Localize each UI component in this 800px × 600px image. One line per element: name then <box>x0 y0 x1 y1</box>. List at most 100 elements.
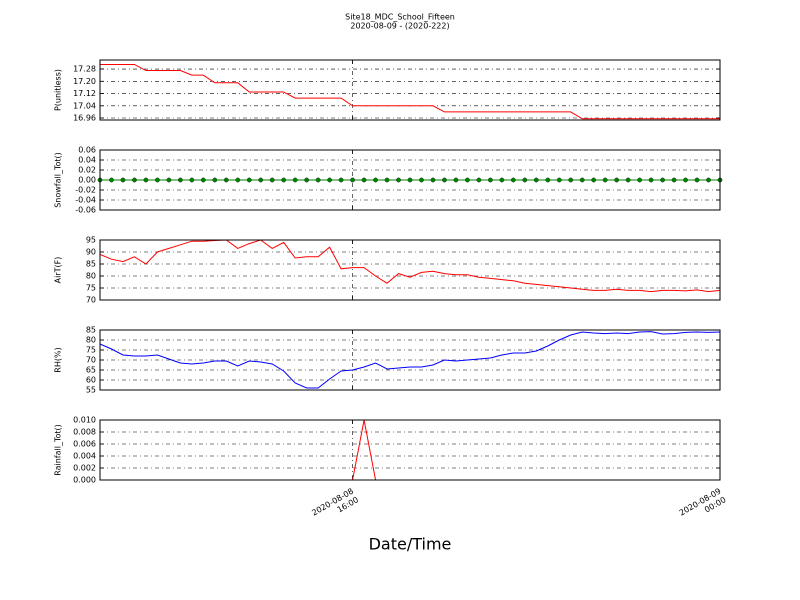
chart-title: Site18_MDC_School_Fifteen <box>345 13 455 22</box>
y-tick-label: 60 <box>86 376 96 385</box>
data-point <box>246 177 252 183</box>
plot-frame <box>99 419 721 481</box>
data-point <box>258 177 264 183</box>
y-tick-label: 65 <box>86 366 96 375</box>
data-line <box>100 63 720 120</box>
data-point <box>694 177 700 183</box>
y-axis-label: AirT(F) <box>54 257 63 284</box>
data-point <box>166 177 172 183</box>
chart-subtitle: 2020-08-09 - (2020-222) <box>350 22 449 31</box>
y-tick-label: -0.06 <box>75 206 96 215</box>
data-line <box>100 419 720 481</box>
y-axis-label: Rainfall_Tot() <box>54 424 63 476</box>
y-tick-label: 16.96 <box>73 114 96 123</box>
data-point <box>476 177 482 183</box>
data-point <box>648 177 654 183</box>
data-point <box>361 177 367 183</box>
y-tick-label: 70 <box>86 356 96 365</box>
y-tick-label: 0.008 <box>73 428 96 437</box>
data-point <box>614 177 620 183</box>
data-point <box>143 177 149 183</box>
data-point <box>109 177 114 183</box>
data-point <box>350 177 355 183</box>
data-point <box>442 177 447 183</box>
data-point <box>281 177 287 183</box>
data-point <box>545 177 551 183</box>
y-tick-label: 0.02 <box>78 166 96 175</box>
y-tick-label: 17.04 <box>73 101 96 110</box>
y-tick-label: 75 <box>86 284 96 293</box>
x-axis-label: Date/Time <box>369 535 452 554</box>
x-tick-label: 2020-08-0900:00 <box>677 486 727 526</box>
data-point <box>625 177 631 183</box>
y-tick-label: 0.002 <box>73 464 96 473</box>
data-point <box>396 177 401 183</box>
y-tick-label: 80 <box>86 336 96 345</box>
data-point <box>556 177 562 183</box>
y-tick-label: -0.04 <box>75 196 96 205</box>
data-point <box>235 177 241 183</box>
data-point <box>327 177 332 183</box>
y-tick-label: 75 <box>86 346 96 355</box>
y-tick-label: 90 <box>86 248 96 257</box>
data-line <box>99 239 721 293</box>
data-point <box>189 177 195 183</box>
y-tick-label: 70 <box>86 296 96 305</box>
y-axis-label: Snowfall_Tot() <box>54 152 63 208</box>
data-point <box>568 177 574 183</box>
data-point <box>660 177 665 183</box>
plot-frame <box>99 59 721 121</box>
y-tick-label: 17.20 <box>73 77 96 86</box>
data-point <box>132 177 137 183</box>
data-point <box>579 177 585 183</box>
y-tick-label: 55 <box>86 386 96 395</box>
plot-frame <box>99 149 721 211</box>
data-point <box>453 177 459 183</box>
data-point <box>384 177 390 183</box>
data-point <box>465 177 470 183</box>
data-point <box>637 177 642 183</box>
y-tick-label: 0.04 <box>78 156 96 165</box>
data-point <box>430 177 436 183</box>
y-axis-label: P(unitless) <box>54 69 63 111</box>
y-tick-label: 0.00 <box>78 176 96 185</box>
data-point <box>407 177 413 183</box>
plot-frame <box>99 329 721 391</box>
plot-frame <box>99 239 721 301</box>
y-tick-label: 0.010 <box>73 416 96 425</box>
data-line <box>99 331 721 389</box>
y-tick-label: -0.02 <box>75 186 96 195</box>
data-point <box>591 177 597 183</box>
data-point <box>178 177 183 183</box>
data-point <box>269 177 275 183</box>
data-point <box>510 177 516 183</box>
y-tick-label: 85 <box>86 326 96 335</box>
data-point <box>499 177 505 183</box>
data-point <box>706 177 711 183</box>
data-point <box>671 177 677 183</box>
y-tick-label: 0.000 <box>73 476 96 485</box>
y-tick-label: 0.006 <box>73 440 96 449</box>
data-point <box>419 177 424 183</box>
data-point <box>292 177 298 183</box>
data-point <box>155 177 160 183</box>
y-tick-label: 85 <box>86 260 96 269</box>
data-point <box>522 177 528 183</box>
data-point <box>533 177 539 183</box>
y-tick-label: 95 <box>86 236 96 245</box>
y-tick-label: 17.12 <box>73 89 96 98</box>
data-point <box>212 177 218 183</box>
data-point <box>338 177 344 183</box>
x-tick-label: 2020-08-0816:00 <box>310 486 360 526</box>
y-tick-label: 0.004 <box>73 452 96 461</box>
data-point <box>602 177 608 183</box>
y-tick-label: 0.06 <box>78 146 96 155</box>
data-point <box>373 177 378 183</box>
data-point <box>200 177 206 183</box>
data-point <box>304 177 310 183</box>
data-point <box>315 177 321 183</box>
data-point <box>488 177 493 183</box>
data-point <box>223 177 229 183</box>
y-tick-label: 80 <box>86 272 96 281</box>
